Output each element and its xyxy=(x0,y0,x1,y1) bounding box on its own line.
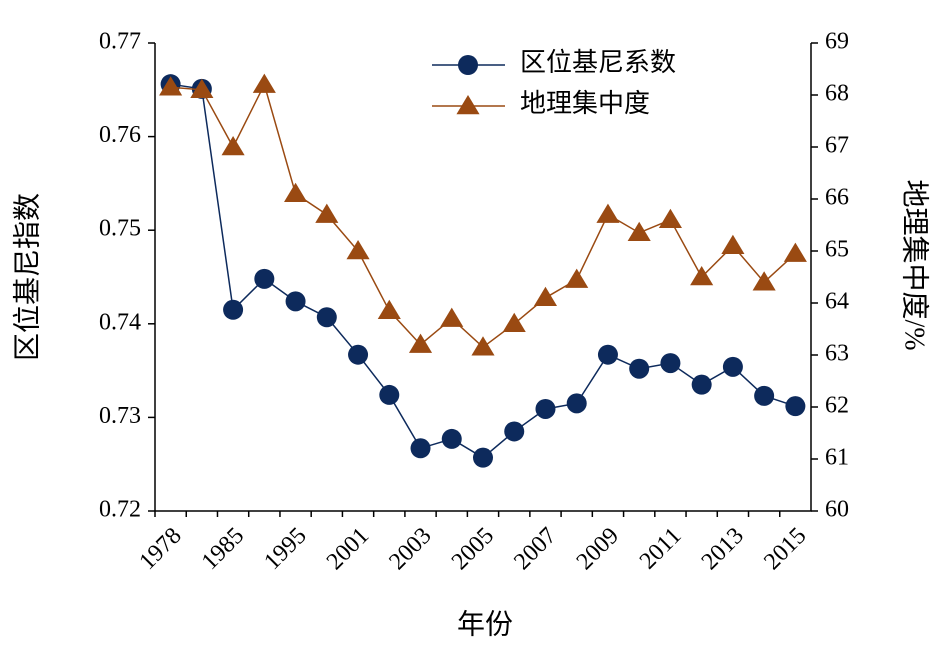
marker xyxy=(533,286,558,307)
x-tick-label: 1985 xyxy=(197,523,249,575)
marker xyxy=(565,268,589,288)
marker xyxy=(285,291,306,312)
marker xyxy=(690,266,714,286)
legend-label: 地理集中度 xyxy=(520,89,650,118)
x-axis-label: 年份 xyxy=(457,608,513,640)
marker xyxy=(658,208,682,229)
y-tick-label: 0.72 xyxy=(99,497,141,523)
marker xyxy=(346,240,370,260)
y2-tick-label: 64 xyxy=(825,289,849,315)
marker xyxy=(629,358,650,379)
marker xyxy=(315,203,339,223)
marker xyxy=(627,221,651,242)
marker xyxy=(410,438,431,459)
y2-tick-label: 69 xyxy=(825,29,849,55)
marker xyxy=(785,396,806,417)
marker xyxy=(458,55,478,75)
marker xyxy=(348,344,369,365)
y2-tick-label: 60 xyxy=(825,497,849,523)
y2-tick-label: 63 xyxy=(825,341,849,367)
marker xyxy=(456,95,480,115)
series-line xyxy=(170,82,796,349)
y-tick-label: 0.74 xyxy=(99,309,141,335)
y2-tick-label: 68 xyxy=(825,81,849,107)
marker xyxy=(440,307,464,327)
marker xyxy=(754,385,775,406)
x-tick-label: 2011 xyxy=(635,523,687,575)
x-tick-label: 1995 xyxy=(259,523,311,575)
x-tick-label: 2001 xyxy=(322,523,374,575)
marker xyxy=(660,353,681,374)
marker xyxy=(254,268,275,289)
marker xyxy=(783,242,807,262)
y-tick-label: 0.75 xyxy=(99,216,141,242)
marker xyxy=(596,203,620,223)
marker xyxy=(721,234,745,255)
marker xyxy=(221,136,245,156)
marker xyxy=(473,447,493,468)
marker xyxy=(597,344,618,365)
marker xyxy=(504,421,525,442)
x-tick-label: 2003 xyxy=(384,523,436,575)
y-tick-label: 0.76 xyxy=(99,122,141,148)
x-tick-label: 2009 xyxy=(572,523,624,575)
marker xyxy=(408,333,433,353)
y-tick-label: 0.73 xyxy=(99,403,141,429)
marker xyxy=(566,393,587,414)
marker xyxy=(190,78,214,99)
y2-tick-label: 61 xyxy=(825,445,849,471)
y2-tick-label: 67 xyxy=(825,133,849,159)
marker xyxy=(377,299,401,320)
marker xyxy=(722,356,743,377)
marker xyxy=(535,398,556,419)
marker xyxy=(159,76,183,96)
y-tick-label: 0.77 xyxy=(99,29,141,55)
marker xyxy=(379,384,400,405)
x-tick-label: 1978 xyxy=(134,523,186,575)
x-tick-label: 2005 xyxy=(447,523,499,575)
x-tick-label: 2007 xyxy=(509,523,561,575)
marker xyxy=(752,271,776,291)
y-axis-label: 区位基尼指数 xyxy=(11,193,43,361)
y2-tick-label: 65 xyxy=(825,237,849,263)
y2-tick-label: 62 xyxy=(825,393,849,419)
marker xyxy=(252,73,276,93)
x-tick-label: 2013 xyxy=(697,523,749,575)
marker xyxy=(691,374,712,395)
axes xyxy=(154,43,812,512)
marker xyxy=(316,307,337,328)
y2-axis-label: 地理集中度/% xyxy=(899,179,931,350)
marker xyxy=(471,336,495,356)
marker xyxy=(502,312,526,333)
x-tick-label: 2015 xyxy=(759,523,811,575)
marker xyxy=(284,182,308,203)
y2-tick-label: 66 xyxy=(825,185,849,211)
legend-label: 区位基尼系数 xyxy=(520,48,676,77)
marker xyxy=(223,299,244,320)
marker xyxy=(441,428,462,449)
